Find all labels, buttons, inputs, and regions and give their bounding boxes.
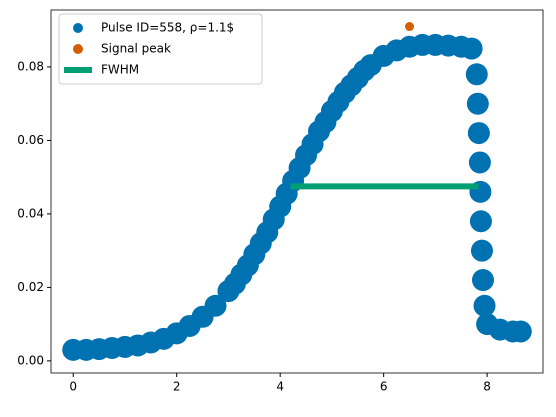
legend-box <box>58 13 263 85</box>
y-tick-label: 0.04 <box>17 206 44 220</box>
y-tick-label: 0.08 <box>17 59 44 73</box>
x-tick-label: 4 <box>276 380 284 394</box>
scatter-point <box>465 63 488 86</box>
x-tick-label: 2 <box>173 380 181 394</box>
x-tick-label: 8 <box>483 380 491 394</box>
scatter-point <box>460 37 483 60</box>
legend-label: Pulse ID=558, ρ=1.1$ <box>101 21 234 35</box>
legend-swatch <box>73 23 83 33</box>
x-tick-label: 6 <box>380 380 388 394</box>
scatter-point <box>470 239 493 262</box>
scatter-point <box>469 210 492 233</box>
y-tick-label: 0.06 <box>17 133 44 147</box>
axes-frame <box>50 9 544 374</box>
y-tick-label: 0.02 <box>17 280 44 294</box>
scatter-point <box>466 92 489 115</box>
legend-label: Signal peak <box>101 42 171 56</box>
scatter-point <box>473 294 496 317</box>
y-tick-label: 0.00 <box>17 353 44 367</box>
scatter-point <box>467 122 490 145</box>
peak-point <box>405 22 415 32</box>
legend-swatch <box>73 44 83 54</box>
scatter-point <box>468 151 491 174</box>
scatter-point <box>509 320 532 343</box>
legend-label: FWHM <box>101 63 139 77</box>
scatter-point <box>204 294 227 317</box>
x-tick-label: 0 <box>69 380 77 394</box>
scatter-point <box>471 269 494 292</box>
